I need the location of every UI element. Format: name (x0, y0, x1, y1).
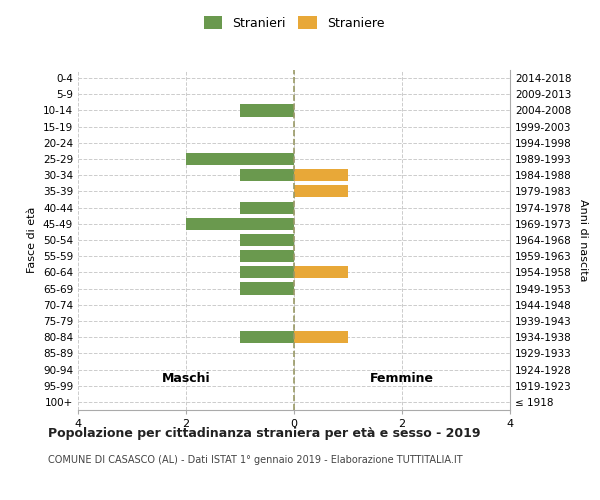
Bar (294, 266, 348, 278)
Y-axis label: Fasce di età: Fasce di età (28, 207, 37, 273)
Bar (294, 331, 348, 343)
Bar (294, 169, 348, 181)
Bar (240, 202, 294, 213)
Bar (186, 218, 294, 230)
Text: Femmine: Femmine (370, 372, 434, 386)
Bar (240, 266, 294, 278)
Y-axis label: Anni di nascita: Anni di nascita (578, 198, 588, 281)
Bar (240, 331, 294, 343)
Bar (294, 186, 348, 198)
Bar (240, 282, 294, 294)
Text: Maschi: Maschi (161, 372, 211, 386)
Bar (186, 153, 294, 165)
Bar (240, 234, 294, 246)
Bar (240, 169, 294, 181)
Legend: Stranieri, Straniere: Stranieri, Straniere (199, 11, 389, 35)
Bar (240, 104, 294, 117)
Text: COMUNE DI CASASCO (AL) - Dati ISTAT 1° gennaio 2019 - Elaborazione TUTTITALIA.IT: COMUNE DI CASASCO (AL) - Dati ISTAT 1° g… (48, 455, 463, 465)
Bar (240, 250, 294, 262)
Text: Popolazione per cittadinanza straniera per età e sesso - 2019: Popolazione per cittadinanza straniera p… (48, 428, 481, 440)
